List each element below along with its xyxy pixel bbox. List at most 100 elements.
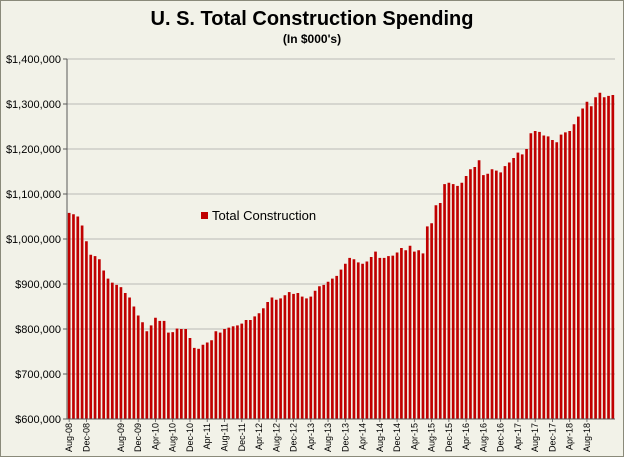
bar: [602, 97, 606, 419]
bar: [568, 131, 572, 419]
bar: [175, 328, 179, 419]
bar: [374, 251, 377, 419]
bar: [443, 184, 446, 419]
y-tick-label: $700,000: [15, 369, 61, 381]
bar: [266, 302, 269, 419]
bar: [430, 223, 433, 419]
bar: [576, 116, 580, 419]
x-tick-label: Aug-10: [168, 423, 178, 452]
bar: [464, 176, 468, 419]
x-tick-label: Apr-10: [150, 423, 160, 450]
bar: [581, 108, 584, 419]
bar: [438, 203, 442, 419]
bar: [361, 263, 364, 419]
bar: [572, 124, 576, 419]
bar: [123, 293, 127, 419]
bar: [279, 298, 282, 419]
bar: [283, 295, 287, 419]
bar: [287, 292, 291, 419]
bar: [292, 293, 295, 419]
bar: [296, 293, 300, 419]
legend-swatch: [201, 212, 208, 219]
bar: [460, 182, 464, 419]
x-tick-label: Apr-11: [202, 423, 212, 449]
bar: [611, 95, 615, 419]
bar: [542, 135, 546, 419]
bar: [141, 322, 144, 419]
bar: [257, 313, 261, 419]
bar: [305, 298, 308, 419]
x-tick-label: Aug-18: [582, 423, 592, 452]
bar: [167, 332, 170, 419]
bar: [538, 131, 541, 419]
y-tick-label: $1,400,000: [6, 54, 61, 66]
bar: [67, 212, 71, 419]
x-tick-label: Aug-15: [427, 423, 437, 452]
bar: [72, 214, 75, 419]
bar: [339, 269, 343, 419]
bar: [495, 170, 498, 419]
y-tick-label: $800,000: [15, 324, 61, 336]
bar: [546, 136, 550, 419]
bar: [110, 282, 114, 419]
bar: [482, 175, 485, 419]
bar: [404, 250, 408, 419]
x-tick-label: Apr-13: [306, 423, 316, 450]
x-tick-label: Dec-14: [392, 423, 402, 452]
x-tick-label: Apr-16: [461, 423, 471, 450]
bar: [529, 133, 533, 419]
bar: [322, 284, 326, 419]
y-tick-label: $1,300,000: [6, 99, 61, 111]
y-tick-label: $1,000,000: [6, 234, 61, 246]
bar: [382, 257, 386, 419]
bar: [408, 245, 412, 419]
bar: [348, 257, 351, 419]
y-tick-label: $600,000: [15, 414, 61, 426]
x-tick-label: Aug-16: [478, 423, 488, 452]
bar: [89, 254, 93, 419]
bar: [145, 331, 149, 419]
bar: [236, 325, 239, 419]
bar: [378, 257, 382, 419]
bar: [520, 154, 524, 419]
legend-label: Total Construction: [212, 208, 316, 223]
bar: [387, 256, 390, 419]
bar: [244, 320, 248, 419]
bar: [93, 256, 97, 419]
bar: [585, 101, 589, 419]
bar: [197, 348, 200, 419]
bar: [589, 106, 593, 419]
bar: [499, 172, 502, 419]
bar: [162, 320, 166, 419]
bar: [343, 263, 347, 419]
bar: [331, 278, 334, 419]
x-tick-label: Apr-17: [513, 423, 523, 450]
x-tick-label: Aug-17: [530, 423, 540, 452]
x-tick-label: Apr-14: [358, 423, 368, 450]
bar: [525, 149, 528, 419]
bar: [456, 185, 459, 419]
bar: [171, 332, 175, 419]
bar: [261, 308, 265, 419]
bar: [326, 281, 330, 419]
bar: [76, 216, 80, 419]
bar: [214, 331, 218, 419]
x-tick-label: Aug-12: [271, 423, 281, 452]
bar: [512, 158, 515, 419]
bar: [469, 169, 472, 419]
x-tick-label: Apr-12: [254, 423, 264, 450]
bar: [205, 342, 209, 419]
bar: [201, 344, 205, 419]
bar: [477, 160, 481, 419]
bar: [115, 284, 118, 419]
x-tick-label: Dec-15: [444, 423, 454, 452]
bar: [249, 320, 252, 419]
bar: [486, 173, 490, 419]
bar: [516, 152, 520, 419]
bar: [413, 251, 416, 419]
bar: [503, 166, 507, 419]
bar: [318, 286, 321, 419]
bar: [507, 162, 511, 419]
bar: [184, 329, 187, 419]
